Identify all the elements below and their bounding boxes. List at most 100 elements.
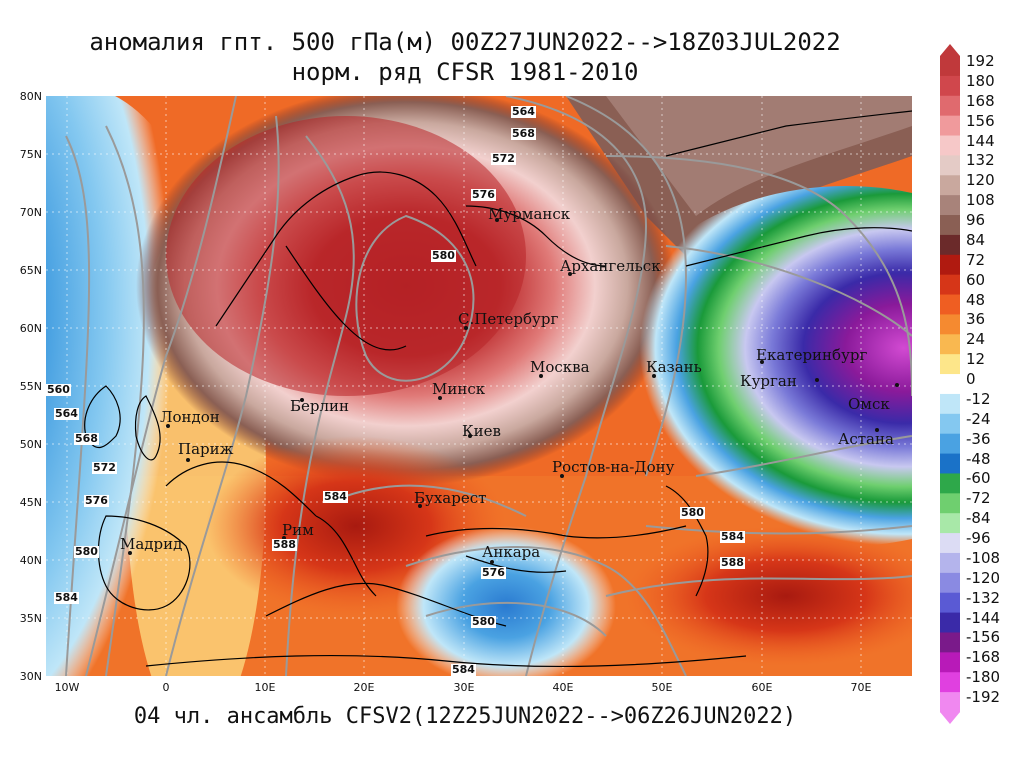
city-label-berlin: Берлин — [290, 397, 350, 415]
legend-swatch — [940, 433, 960, 455]
contour-label: 580 — [471, 615, 496, 628]
lat-label: 60N — [19, 322, 42, 335]
legend-swatch — [940, 294, 960, 315]
lat-label: 45N — [19, 496, 42, 509]
legend-swatch — [940, 393, 960, 415]
contour-label: 584 — [323, 490, 348, 503]
contour-label: 572 — [92, 461, 117, 474]
legend-label: -132 — [966, 588, 1001, 607]
city-label-kyiv: Киев — [462, 422, 501, 440]
lon-label: 30E — [453, 681, 475, 694]
legend-swatch — [940, 413, 960, 435]
lat-label: 70N — [19, 206, 42, 219]
legend-label: 144 — [966, 131, 995, 150]
contour-label: 580 — [680, 506, 705, 519]
contour-label: 584 — [451, 663, 476, 676]
city-marker — [282, 536, 286, 540]
lat-label: 40N — [19, 554, 42, 567]
city-label-astana: Астана — [838, 430, 894, 448]
city-marker — [418, 504, 422, 508]
legend-swatch — [940, 513, 960, 534]
legend-label: 36 — [966, 310, 986, 329]
legend-swatch — [940, 234, 960, 256]
legend-swatch — [940, 314, 960, 335]
city-label-kurgan: Курган — [740, 372, 797, 390]
contour-label: 576 — [471, 188, 496, 201]
legend-label: -168 — [966, 648, 1001, 667]
city-label-paris: Париж — [178, 440, 234, 458]
map-footer: 04 чл. ансамбль CFSV2(12Z25JUN2022-->06Z… — [133, 704, 797, 729]
city-marker — [568, 272, 572, 276]
city-marker — [875, 428, 879, 432]
city-marker — [300, 398, 304, 402]
city-marker — [490, 560, 494, 564]
contour-label: 588 — [720, 556, 745, 569]
legend-label: -192 — [966, 688, 1001, 707]
city-label-yekaterinburg: Екатеринбург — [756, 346, 868, 364]
city-label-rostov: Ростов-на-Дону — [552, 458, 675, 476]
legend-swatch — [940, 155, 960, 176]
legend-swatch — [940, 493, 960, 514]
legend-label: 168 — [966, 91, 995, 110]
lon-label: 20E — [353, 681, 375, 694]
lat-label: 65N — [19, 264, 42, 277]
map-title-line1: аномалия гпт. 500 гПа(м) 00Z27JUN2022-->… — [89, 28, 841, 56]
legend-label: 60 — [966, 270, 986, 289]
legend-label: -72 — [966, 489, 991, 508]
city-marker — [815, 378, 819, 382]
city-marker — [539, 374, 543, 378]
legend-swatch — [940, 334, 960, 355]
lon-label: 40E — [552, 681, 574, 694]
legend-swatch — [940, 692, 960, 713]
legend-label: 12 — [966, 350, 986, 369]
map-title-line2: норм. ряд CFSR 1981-2010 — [291, 58, 639, 86]
legend-label: 72 — [966, 250, 986, 269]
contour-label: 572 — [491, 152, 516, 165]
legend-label: -120 — [966, 568, 1001, 587]
legend-label: -60 — [966, 469, 991, 488]
city-marker — [464, 326, 468, 330]
contour-label: 568 — [511, 127, 536, 140]
city-label-madrid: Мадрид — [120, 535, 183, 553]
lon-label: 70E — [850, 681, 872, 694]
city-marker — [652, 374, 656, 378]
color-legend-bar — [940, 44, 960, 724]
city-label-arkhangelsk: Архангельск — [560, 257, 661, 275]
legend-swatch — [940, 533, 960, 554]
contour-label: 584 — [54, 591, 79, 604]
legend-arrow-top — [940, 44, 960, 56]
legend-label: 96 — [966, 211, 986, 230]
contour-label: 580 — [74, 545, 99, 558]
contour-label: 580 — [431, 249, 456, 262]
legend-label: -48 — [966, 449, 991, 468]
contour-label: 568 — [74, 432, 99, 445]
city-label-rome: Рим — [282, 521, 314, 539]
city-marker — [128, 551, 132, 555]
city-label-murmansk: Мурманск — [488, 205, 571, 223]
legend-swatch — [940, 254, 960, 276]
legend-label: -108 — [966, 548, 1001, 567]
legend-label: 192 — [966, 52, 995, 70]
city-label-bucharest: Бухарест — [414, 489, 487, 507]
lat-label: 80N — [19, 90, 42, 103]
legend-swatch — [940, 473, 960, 494]
legend-label: 84 — [966, 230, 986, 249]
legend-label: -12 — [966, 389, 991, 408]
contour-label: 560 — [46, 383, 71, 396]
city-label-st-petersburg: С.Петербург — [458, 310, 559, 328]
legend-label: 48 — [966, 290, 986, 309]
legend-swatch — [940, 215, 960, 236]
legend-label: -180 — [966, 668, 1001, 687]
city-marker — [468, 434, 472, 438]
legend-swatch — [940, 672, 960, 693]
lon-label: 60E — [751, 681, 773, 694]
city-label-ankara: Анкара — [482, 543, 541, 561]
city-label-kazan: Казань — [646, 358, 702, 376]
legend-label: 24 — [966, 330, 986, 349]
legend-label: 0 — [966, 370, 976, 389]
lon-label: 0 — [162, 681, 170, 694]
legend-label: -84 — [966, 509, 991, 528]
contour-label: 564 — [511, 105, 536, 118]
city-marker — [166, 424, 170, 428]
city-label-minsk: Минск — [432, 380, 486, 398]
